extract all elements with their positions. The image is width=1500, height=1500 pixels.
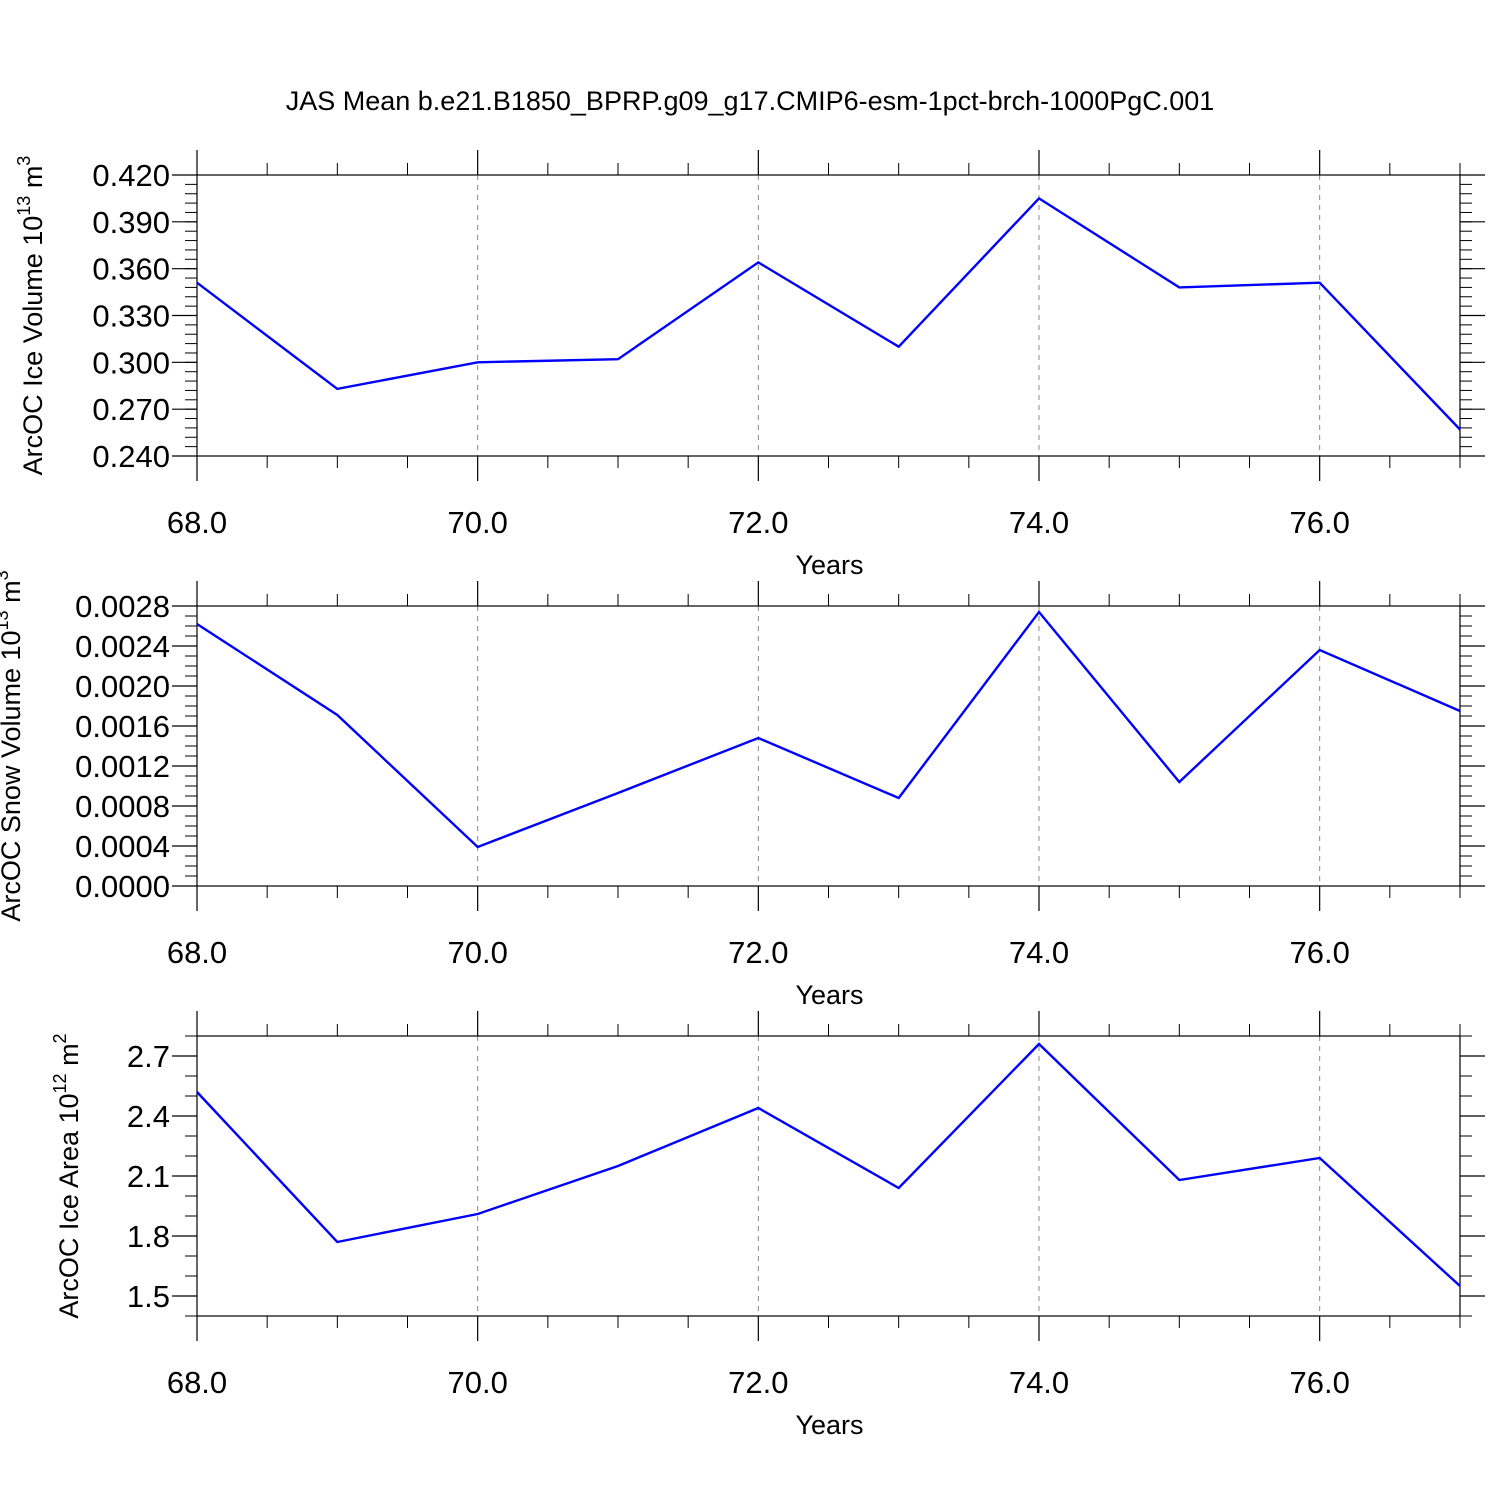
- panel-1: 68.0 70.0 72.0 74.0 76.0 0.240 0.270 0.300 0.330…: [14, 150, 1485, 580]
- y-tick-label: 0.330: [92, 299, 170, 334]
- x-tick-label: 72.0: [728, 1365, 788, 1400]
- x-tick-label: 76.0: [1289, 935, 1349, 970]
- x-tick-label: 76.0: [1289, 1365, 1349, 1400]
- y-tick-label: 0.0020: [75, 669, 170, 704]
- x-tick-label: 76.0: [1289, 505, 1349, 540]
- plot-frame: [196, 174, 1461, 457]
- x-tick-label: 70.0: [447, 505, 507, 540]
- y-tick-label: 2.7: [127, 1039, 170, 1074]
- y-axis-title: ArcOC Ice Area 1012 m2: [50, 1033, 84, 1318]
- panel-2: 68.0 70.0 72.0 74.0 76.0 0.0000 0.0004 0.0008 0.…: [0, 570, 1485, 1010]
- y-tick-label: 0.240: [92, 439, 170, 474]
- series-line-1: [196, 1042, 1461, 1287]
- x-tick-label: 68.0: [167, 935, 227, 970]
- plot-frame: [196, 605, 1461, 887]
- x-tick-label: 72.0: [728, 935, 788, 970]
- x-tick-label: 68.0: [167, 1365, 227, 1400]
- y-tick-label: 2.1: [127, 1159, 170, 1194]
- x-tick-label: 74.0: [1009, 505, 1069, 540]
- y-tick-label: 0.270: [92, 392, 170, 427]
- y-tick-label: 1.5: [127, 1279, 170, 1314]
- y-tick-label: 0.0016: [75, 709, 170, 744]
- x-axis-title: Years: [795, 550, 863, 580]
- y-tick-label: 0.0012: [75, 749, 170, 784]
- y-tick-label: 0.420: [92, 158, 170, 193]
- series-line-1: [196, 196, 1461, 431]
- y-tick-label: 0.0004: [75, 829, 170, 864]
- y-tick-label: 0.0024: [75, 629, 170, 664]
- x-tick-label: 74.0: [1009, 935, 1069, 970]
- y-tick-label: 0.390: [92, 205, 170, 240]
- y-axis-title: ArcOC Snow Volume 1013 m3: [0, 570, 26, 921]
- y-tick-label: 0.0000: [75, 869, 170, 904]
- chart-title: JAS Mean b.e21.B1850_BPRP.g09_g17.CMIP6-…: [286, 86, 1215, 116]
- x-tick-label: 70.0: [447, 1365, 507, 1400]
- y-tick-label: 1.8: [127, 1219, 170, 1254]
- x-tick-label: 72.0: [728, 505, 788, 540]
- panel-3: 68.0 70.0 72.0 74.0 76.0 1.5 1.8 2.1 2.4 2.7 Years…: [50, 1011, 1485, 1440]
- x-tick-label: 68.0: [167, 505, 227, 540]
- y-tick-label: 2.4: [127, 1099, 170, 1134]
- x-axis-title: Years: [795, 1410, 863, 1440]
- series-line-1: [196, 610, 1461, 849]
- x-axis-title: Years: [795, 980, 863, 1010]
- x-tick-label: 70.0: [447, 935, 507, 970]
- plot-frame: [196, 1035, 1461, 1317]
- y-tick-label: 0.0028: [75, 589, 170, 624]
- y-tick-label: 0.300: [92, 345, 170, 380]
- x-tick-label: 74.0: [1009, 1365, 1069, 1400]
- y-tick-label: 0.360: [92, 252, 170, 287]
- y-tick-label: 0.0008: [75, 789, 170, 824]
- y-axis-title: ArcOC Ice Volume 1013 m3: [14, 156, 48, 476]
